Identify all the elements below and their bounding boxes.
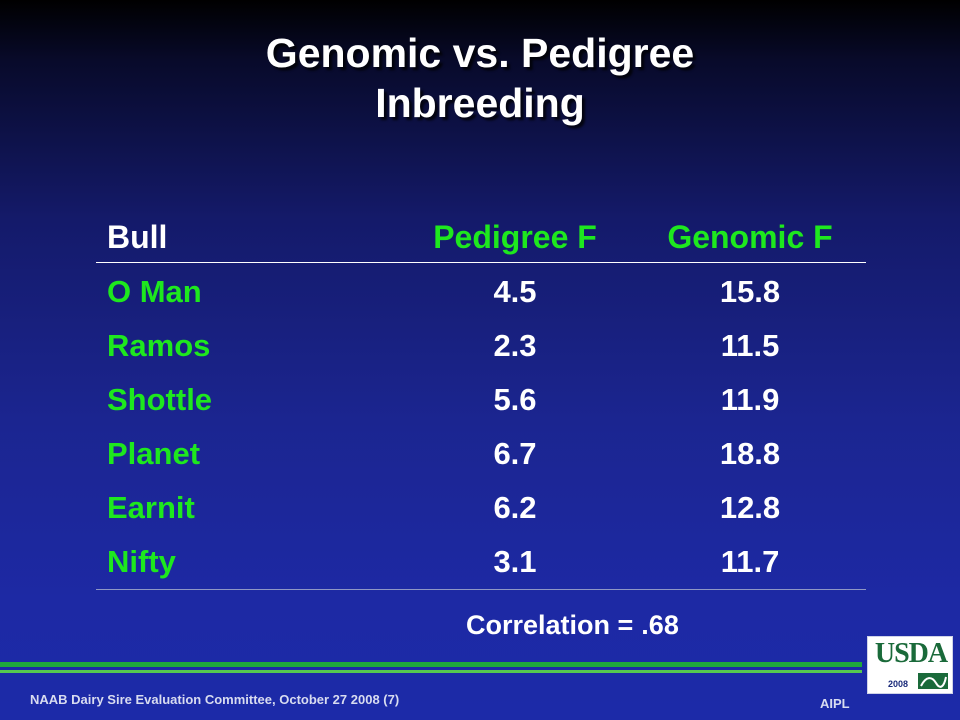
table-bottom-rule (96, 589, 866, 590)
footer-aipl: AIPL (820, 696, 850, 711)
table-row: Planet 6.7 18.8 (0, 432, 960, 476)
footer-bar-green (0, 662, 862, 667)
ars-mark-icon (918, 673, 948, 689)
bull-name: Earnit (107, 490, 195, 525)
table-row: Earnit 6.2 12.8 (0, 486, 960, 530)
header-bull: Bull (107, 219, 168, 255)
bull-name: Planet (107, 436, 201, 471)
footer-bar-lime (0, 670, 862, 673)
pedigree-value: 6.2 (493, 490, 537, 525)
header-rule (96, 262, 866, 263)
pedigree-value: 4.5 (493, 274, 537, 309)
genomic-value: 11.5 (720, 328, 780, 363)
genomic-value: 11.9 (720, 382, 780, 417)
correlation-value: .68 (641, 610, 679, 640)
pedigree-value: 6.7 (493, 436, 537, 471)
footer-text: NAAB Dairy Sire Evaluation Committee, Oc… (30, 692, 400, 707)
usda-logo: USDA 2008 (867, 636, 953, 694)
genomic-value: 11.7 (720, 544, 780, 579)
bull-name: O Man (107, 274, 202, 309)
header-pedigree-f: Pedigree F (433, 219, 597, 255)
bull-name: Ramos (107, 328, 211, 363)
genomic-value: 15.8 (719, 274, 781, 309)
title-line-1: Genomic vs. Pedigree (265, 30, 695, 76)
genomic-value: 18.8 (719, 436, 781, 471)
table-row: Nifty 3.1 11.7 (0, 540, 960, 584)
usda-logo-year: 2008 (888, 679, 909, 689)
table-row: Ramos 2.3 11.5 (0, 324, 960, 368)
bull-name: Nifty (107, 544, 176, 579)
bull-name: Shottle (107, 382, 213, 417)
pedigree-value: 3.1 (493, 544, 537, 579)
correlation-label: Correlation = (466, 610, 634, 640)
table-row: Shottle 5.6 11.9 (0, 378, 960, 422)
usda-logo-text: USDA (874, 638, 948, 669)
genomic-value: 12.8 (719, 490, 781, 525)
correlation-note: Correlation = .68 (466, 605, 679, 645)
table-row: O Man 4.5 15.8 (0, 270, 960, 314)
pedigree-value: 5.6 (493, 382, 537, 417)
header-genomic-f: Genomic F (667, 219, 833, 255)
pedigree-value: 2.3 (493, 328, 537, 363)
title-line-2: Inbreeding (375, 80, 585, 126)
slide-title: Genomic vs. Pedigree Inbreeding (0, 28, 960, 128)
